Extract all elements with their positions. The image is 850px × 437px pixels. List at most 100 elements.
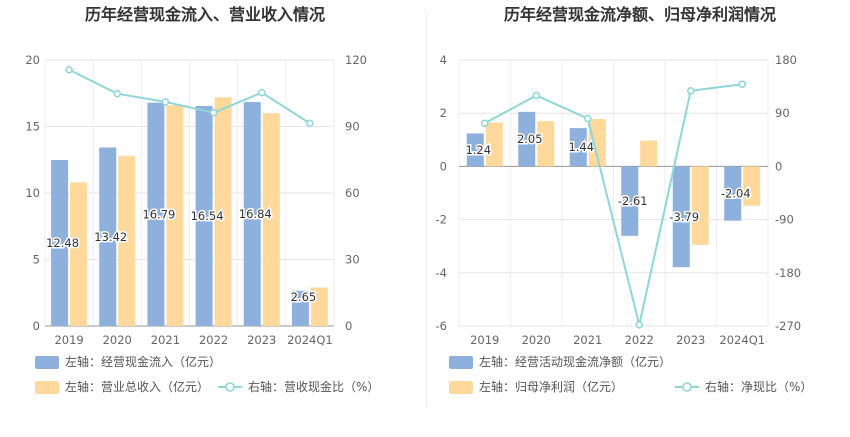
chart-net-cash-profit: 历年经营现金流净额、归母净利润情况 -6 -4 -2 0 2 4 -270 -180 -90 0 90… [436, 5, 812, 394]
bar-primary [569, 128, 587, 167]
legend-label-secondary: 左轴：营业总收入（亿元） [65, 379, 209, 394]
bar-primary [99, 147, 117, 326]
legend-swatch-line-marker [682, 382, 692, 392]
bar-primary [195, 106, 213, 326]
x-axis-tick: 2019 [470, 333, 499, 347]
ratio-line [68, 68, 311, 125]
left-axis-tick: 20 [25, 53, 40, 67]
right-axis-tick: -270 [775, 319, 801, 333]
legend-swatch-primary [35, 356, 59, 369]
x-axis-tick: 2021 [151, 333, 180, 347]
x-axis-tick: 2022 [199, 333, 228, 347]
right-axis-tick: -180 [775, 266, 801, 280]
left-axis-tick: 4 [440, 53, 447, 67]
ratio-point [113, 89, 121, 98]
ratio-point [687, 86, 695, 95]
ratio-point [209, 109, 218, 117]
chart-title: 历年经营现金流入、营业收入情况 [85, 5, 325, 24]
bar-data-label: 1.44 [568, 140, 594, 154]
right-axis-tick: 180 [775, 53, 797, 67]
bar-secondary [118, 155, 136, 326]
ratio-point [161, 98, 170, 106]
ratio-point [258, 88, 266, 97]
ratio-point [738, 80, 746, 88]
chart-divider [426, 12, 427, 407]
bar-primary [621, 166, 639, 236]
x-axis-tick: 2021 [573, 333, 602, 347]
bar-secondary [640, 140, 658, 167]
bar-data-label: 2.05 [517, 132, 543, 146]
x-axis-tick: 2023 [676, 333, 705, 347]
left-axis-tick: 15 [25, 120, 40, 134]
ratio-point [481, 119, 489, 127]
legend-label-secondary: 左轴：归母净利润（亿元） [479, 379, 623, 394]
right-axis-tick: 0 [775, 159, 782, 173]
bar-secondary [70, 182, 88, 326]
bar-primary [147, 102, 165, 327]
legend-label-line: 右轴：净现比（%） [705, 379, 812, 394]
legend-swatch-secondary [449, 381, 473, 394]
bar-primary [724, 166, 742, 221]
legend-label-primary: 左轴：经营活动现金流净额（亿元） [479, 354, 671, 369]
x-axis-tick: 2024Q1 [287, 333, 333, 347]
ratio-point [532, 91, 540, 100]
right-axis-tick: 90 [775, 106, 790, 120]
bar-secondary [588, 119, 606, 167]
bar-data-label: 16.79 [142, 207, 175, 221]
bar-data-label: 16.54 [191, 209, 224, 223]
bar-data-label: 16.84 [239, 207, 272, 221]
bar-data-label: 1.24 [465, 143, 491, 157]
left-axis-tick: 10 [25, 186, 40, 200]
right-axis-tick: 60 [345, 186, 360, 200]
bar-data-label: 2.65 [291, 290, 317, 304]
x-axis-tick: 2023 [247, 333, 276, 347]
bar-primary [518, 111, 536, 167]
x-axis-tick: 2024Q1 [719, 333, 765, 347]
right-axis-tick: 30 [345, 253, 360, 267]
bar-secondary [537, 121, 555, 167]
bar-data-label: 13.42 [94, 230, 127, 244]
legend-label-primary: 左轴：经营现金流入（亿元） [65, 354, 221, 369]
bar-secondary [485, 122, 503, 167]
bar-secondary [310, 287, 328, 326]
ratio-point [584, 114, 592, 123]
bar-data-label: 12.48 [46, 236, 79, 250]
chart-title: 历年经营现金流净额、归母净利润情况 [504, 5, 776, 24]
legend-swatch-line-marker [225, 382, 235, 392]
left-axis-tick: -4 [436, 266, 447, 280]
x-axis-tick: 2022 [625, 333, 654, 347]
legend-swatch-primary [449, 356, 473, 369]
bar-primary [466, 133, 484, 167]
bar-primary [51, 160, 69, 326]
x-axis-tick: 2020 [103, 333, 132, 347]
ratio-point [635, 321, 643, 329]
bar-primary [672, 166, 690, 268]
bar-secondary [743, 166, 761, 206]
left-axis-tick: -6 [436, 319, 447, 333]
ratio-point [306, 119, 314, 128]
ratio-point [65, 66, 73, 74]
bar-secondary [262, 113, 280, 326]
right-axis-tick: -90 [775, 213, 794, 227]
bar-data-label: -3.79 [669, 210, 699, 224]
right-axis-tick: 0 [345, 319, 352, 333]
bar-secondary [214, 97, 232, 327]
bar-data-label: -2.04 [721, 187, 751, 201]
bar-primary [243, 102, 261, 326]
left-axis-tick: 0 [33, 319, 40, 333]
right-axis-tick: 90 [345, 120, 360, 134]
bar-primary [291, 290, 309, 326]
legend-label-line: 右轴：营收现金比（%） [248, 379, 379, 394]
bar-secondary [691, 166, 709, 245]
left-axis-tick: 5 [33, 253, 40, 267]
legend-swatch-secondary [35, 381, 59, 394]
left-axis-tick: -2 [436, 213, 447, 227]
bar-secondary [166, 105, 184, 326]
right-axis-tick: 120 [345, 53, 367, 67]
x-axis-tick: 2019 [54, 333, 83, 347]
x-axis-tick: 2020 [522, 333, 551, 347]
chart-cash-inflow-revenue: 历年经营现金流入、营业收入情况 0 5 10 15 20 0 30 60 90 120 2019 202… [25, 5, 379, 394]
left-axis-tick: 0 [440, 159, 447, 173]
left-axis-tick: 2 [440, 106, 447, 120]
